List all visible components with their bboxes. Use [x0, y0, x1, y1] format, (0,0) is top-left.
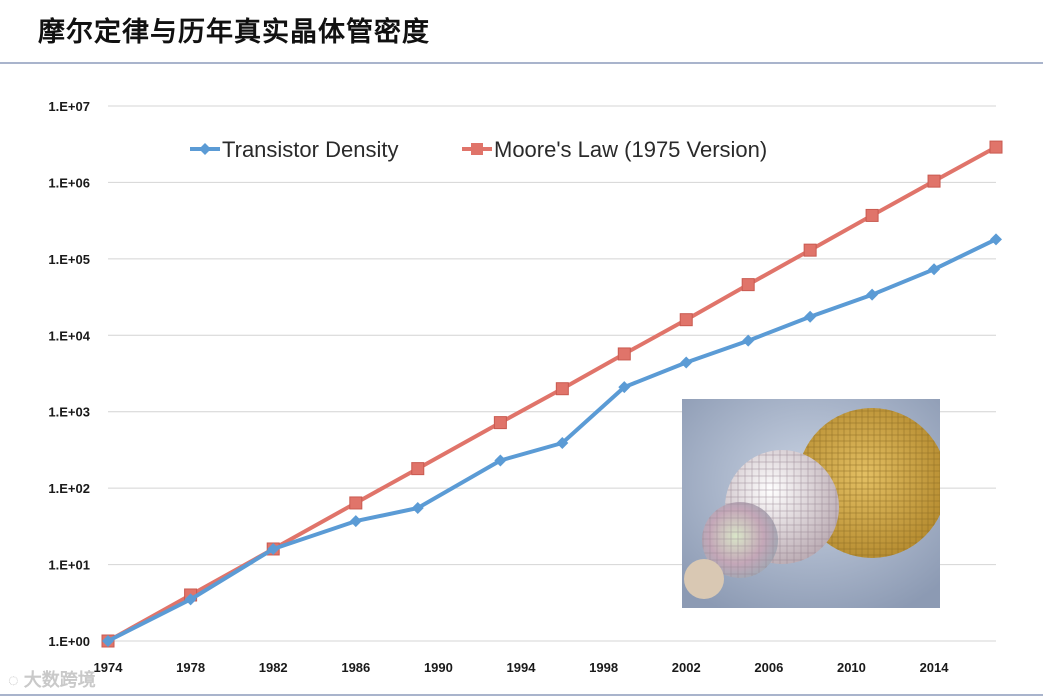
data-point — [989, 140, 1003, 154]
chart-series — [101, 140, 1003, 648]
chart-legend: Transistor Density Moore's Law (1975 Vers… — [190, 137, 767, 162]
y-axis-tick-labels: 1.E+00 1.E+01 1.E+02 1.E+03 1.E+04 1.E+05 1.E+… — [48, 99, 90, 649]
x-tick-label: 2002 — [672, 660, 701, 675]
page-title: 摩尔定律与历年真实晶体管密度 — [38, 17, 430, 48]
data-point — [928, 263, 941, 276]
transistor-density-chart: 1.E+00 1.E+01 1.E+02 1.E+03 1.E+04 1.E+05 1.E+… — [48, 99, 1003, 675]
x-tick-label: 1994 — [507, 660, 537, 675]
series-line — [107, 145, 997, 643]
watermark-logo: ◌ 大数跨境 — [8, 670, 96, 690]
x-axis-tick-labels: 1974 1978 1982 1986 1990 1994 1998 2002 2006 2010… — [94, 660, 950, 675]
data-point — [349, 515, 362, 528]
data-point — [990, 233, 1002, 246]
x-tick-label: 1998 — [589, 660, 618, 675]
y-tick-label: 1.E+05 — [48, 252, 90, 267]
legend-marker — [199, 143, 211, 155]
legend-label: Moore's Law (1975 Version) — [494, 137, 767, 162]
x-tick-label: 1990 — [424, 660, 453, 675]
y-tick-label: 1.E+01 — [48, 558, 90, 573]
data-point — [803, 243, 817, 257]
series-moores-law — [101, 140, 1003, 648]
data-point — [927, 174, 941, 188]
x-tick-label: 2014 — [920, 660, 950, 675]
data-point — [267, 542, 280, 555]
data-point — [102, 635, 114, 647]
y-tick-label: 1.E+03 — [48, 405, 90, 420]
legend-item-transistor-density: Transistor Density — [190, 137, 398, 162]
data-point — [741, 278, 755, 292]
x-tick-label: 2010 — [837, 660, 866, 675]
y-tick-label: 1.E+06 — [48, 175, 90, 190]
data-point — [555, 382, 569, 396]
series-line — [107, 237, 997, 643]
x-tick-label: 2006 — [754, 660, 783, 675]
data-point — [349, 496, 363, 510]
legend-item-moores-law: Moore's Law (1975 Version) — [462, 137, 767, 162]
y-tick-label: 1.E+04 — [48, 328, 90, 343]
data-point — [493, 416, 507, 430]
header-divider — [0, 62, 1043, 64]
data-point — [804, 310, 817, 323]
x-tick-label: 1978 — [176, 660, 205, 675]
x-tick-label: 1982 — [259, 660, 288, 675]
silicon-wafers-photo — [682, 399, 940, 608]
data-point — [411, 462, 425, 476]
y-tick-label: 1.E+07 — [48, 99, 90, 114]
y-tick-label: 1.E+02 — [48, 481, 90, 496]
data-point — [494, 454, 507, 467]
data-point — [679, 313, 693, 327]
data-point — [184, 593, 197, 606]
data-point — [617, 347, 631, 361]
series-transistor-density — [102, 233, 1002, 647]
data-point — [742, 334, 755, 347]
footer-divider — [0, 694, 1043, 696]
x-tick-label: 1986 — [341, 660, 370, 675]
data-point — [556, 436, 569, 449]
y-tick-label: 1.E+00 — [48, 634, 90, 649]
data-point — [865, 208, 879, 222]
data-point — [618, 381, 631, 394]
legend-marker — [471, 143, 483, 155]
data-point — [866, 288, 879, 301]
legend-label: Transistor Density — [222, 137, 398, 162]
watermark-icon: ◌ — [8, 670, 19, 690]
data-point — [411, 501, 424, 514]
data-point — [680, 356, 693, 369]
x-tick-label: 1974 — [94, 660, 124, 675]
